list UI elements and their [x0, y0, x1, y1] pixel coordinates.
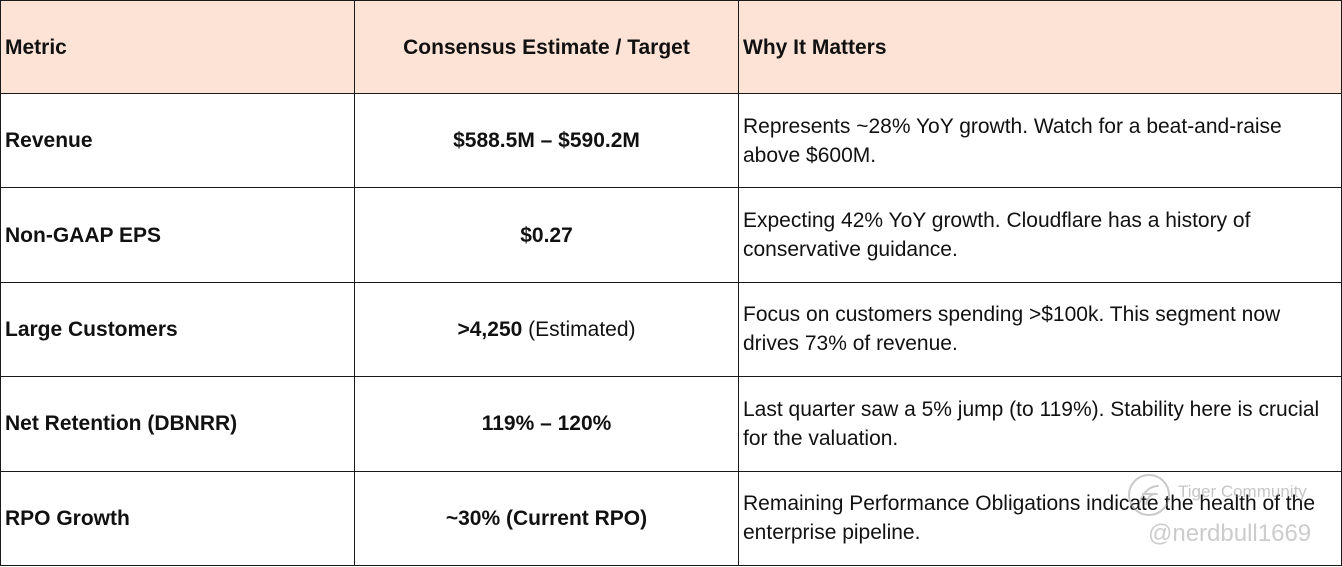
header-why-it-matters: Why It Matters [738, 0, 1342, 94]
table-row: Revenue $588.5M – $590.2M Represents ~28… [0, 92, 1342, 189]
table-body: Revenue $588.5M – $590.2M Represents ~28… [0, 92, 1342, 567]
estimate-value: ~30% (Current RPO) [445, 506, 648, 530]
estimate-cell: 119% – 120% [354, 376, 739, 472]
table-row: RPO Growth ~30% (Current RPO) Remaining … [0, 470, 1342, 567]
header-metric: Metric [0, 0, 355, 94]
why-it-matters-cell: Last quarter saw a 5% jump (to 119%). St… [738, 376, 1342, 472]
estimate-value: $588.5M – $590.2M [453, 129, 640, 153]
metric-cell: Large Customers [0, 281, 355, 378]
estimate-value: $0.27 [520, 223, 573, 247]
metric-cell: Net Retention (DBNRR) [0, 376, 355, 472]
estimate-cell: $588.5M – $590.2M [354, 92, 739, 189]
estimate-value: >4,250 [457, 317, 523, 341]
metric-cell: RPO Growth [0, 470, 355, 567]
estimate-cell: $0.27 [354, 187, 739, 283]
estimate-cell: ~30% (Current RPO) [354, 470, 739, 567]
why-it-matters-cell: Expecting 42% YoY growth. Cloudflare has… [738, 187, 1342, 283]
why-it-matters-cell: Remaining Performance Obligations indica… [738, 470, 1342, 567]
estimate-value: 119% – 120% [481, 412, 612, 436]
header-consensus-estimate: Consensus Estimate / Target [354, 0, 739, 94]
estimate-note: (Estimated) [522, 317, 636, 341]
table-row: Net Retention (DBNRR) 119% – 120% Last q… [0, 376, 1342, 472]
header-row: Metric Consensus Estimate / Target Why I… [0, 0, 1342, 94]
table-header: Metric Consensus Estimate / Target Why I… [0, 0, 1342, 94]
why-it-matters-cell: Represents ~28% YoY growth. Watch for a … [738, 92, 1342, 189]
metric-cell: Revenue [0, 92, 355, 189]
why-it-matters-cell: Focus on customers spending >$100k. This… [738, 281, 1342, 378]
estimate-cell: >4,250 (Estimated) [354, 281, 739, 378]
table-row: Non-GAAP EPS $0.27 Expecting 42% YoY gro… [0, 187, 1342, 283]
table-row: Large Customers >4,250 (Estimated) Focus… [0, 281, 1342, 378]
metric-cell: Non-GAAP EPS [0, 187, 355, 283]
